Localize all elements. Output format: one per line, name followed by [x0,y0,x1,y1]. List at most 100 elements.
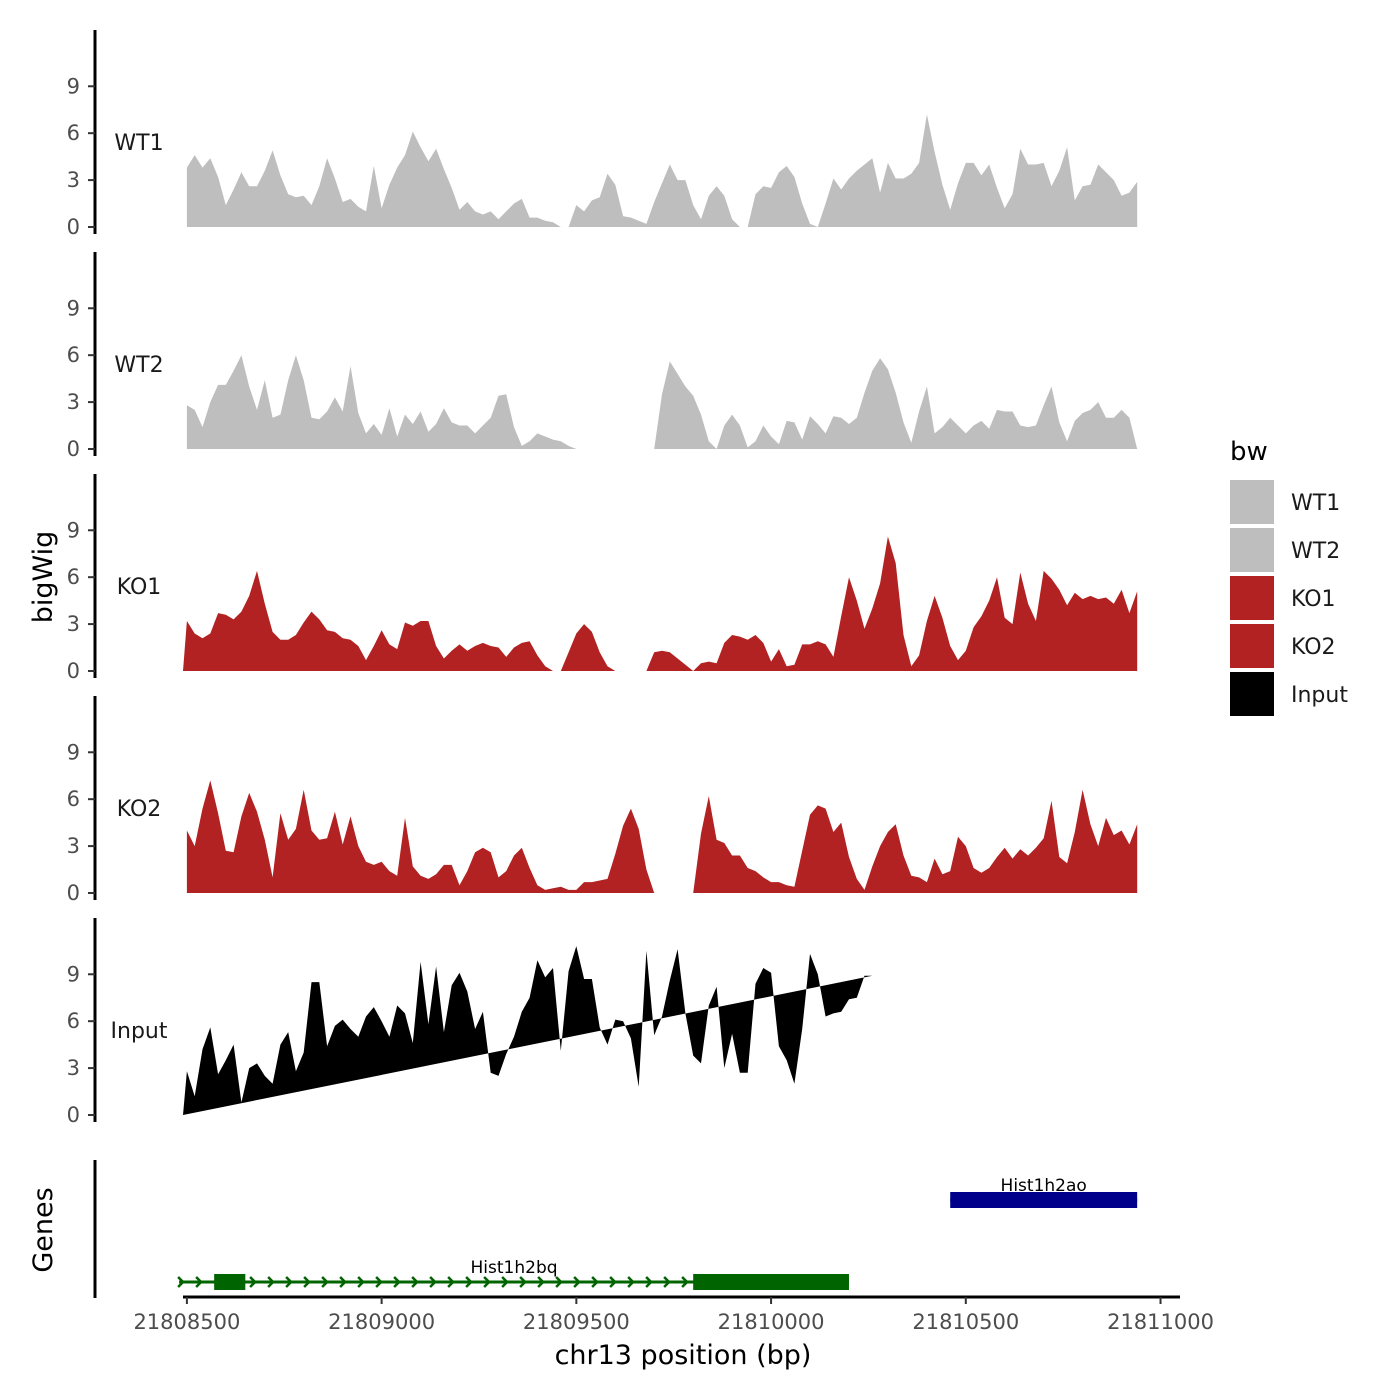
track-label: Input [111,1019,168,1044]
gene-panel: Hist1h2ao Hist1h2bq [93,1160,1138,1298]
y-axis-title: bigWig [28,531,59,624]
legend-item-wt2: WT2 [1230,528,1340,572]
gene-label: Hist1h2bq [471,1258,558,1278]
track-wt2: 0 3 6 9 WT2 [67,252,1138,461]
strand-chevron [681,1276,689,1288]
y-tick-label: 9 [67,740,80,764]
legend-swatch [1230,672,1274,716]
legend-label: KO2 [1291,635,1336,660]
strand-chevron [285,1276,293,1288]
legend-item-wt1: WT1 [1230,480,1340,524]
legend-label: WT2 [1291,539,1340,564]
y-tick-label: 9 [67,296,80,320]
strand-chevron [483,1276,491,1288]
legend-swatch [1230,528,1274,572]
genes-axis-title: Genes [28,1187,59,1272]
y-tick-label: 0 [67,659,80,683]
strand-chevron [627,1276,635,1288]
track-label: WT2 [114,353,163,378]
coverage-area [560,624,616,671]
x-tick-label: 21811000 [1107,1310,1214,1334]
strand-chevron [501,1276,509,1288]
y-tick-label: 3 [67,168,80,192]
y-tick-label: 6 [67,343,80,367]
legend-title: bw [1230,437,1268,467]
gene-exon [693,1274,849,1290]
legend-label: KO1 [1291,587,1336,612]
legend-label: WT1 [1291,491,1340,516]
coverage-area [186,131,561,227]
strand-chevron [375,1276,383,1288]
y-tick-label: 6 [67,787,80,811]
x-tick-label: 21810000 [718,1310,825,1334]
y-tick-label: 3 [67,834,80,858]
track-ko2: 0 3 6 9 KO2 [67,696,1138,905]
coverage-area [186,780,701,893]
legend-swatch [1230,624,1274,668]
y-tick-label: 0 [67,437,80,461]
strand-chevron [555,1276,563,1288]
y-tick-label: 0 [67,1103,80,1127]
x-tick-label: 21808500 [133,1310,240,1334]
coverage-area [186,355,577,449]
gene-exon [214,1274,246,1290]
strand-chevron [447,1276,455,1288]
legend-item-ko2: KO2 [1230,624,1336,668]
y-tick-label: 6 [67,121,80,145]
strand-chevron [663,1276,671,1288]
coverage-area [183,946,873,1115]
legend-item-ko1: KO1 [1230,576,1336,620]
gene-hist1h2bq: Hist1h2bq [177,1258,849,1290]
coverage-area [693,789,1138,893]
strand-chevron [249,1276,257,1288]
y-tick-label: 6 [67,1009,80,1033]
strand-chevron [411,1276,419,1288]
strand-chevron [645,1276,653,1288]
legend-label: Input [1291,683,1348,708]
strand-chevron [591,1276,599,1288]
legend-swatch [1230,576,1274,620]
y-tick-label: 0 [67,881,80,905]
strand-chevron [303,1276,311,1288]
x-axis-title: chr13 position (bp) [555,1340,812,1371]
y-tick-label: 3 [67,390,80,414]
gene-exon [950,1192,1138,1208]
strand-chevron [357,1276,365,1288]
y-tick-label: 6 [67,565,80,589]
x-tick-label: 21809500 [523,1310,630,1334]
strand-chevron [195,1276,203,1288]
strand-chevron [573,1276,581,1288]
coverage-area [568,114,1138,227]
track-ko1: 0 3 6 9 KO1 [67,474,1138,683]
strand-chevron [321,1276,329,1288]
bigwig-tracks: 0 3 6 9 WT1 0 3 6 9 WT2 0 3 6 9 KO1 0 3 6 9 KO2 0 3 6 9 Input [67,30,1138,1127]
y-tick-label: 9 [67,74,80,98]
gene-label: Hist1h2ao [1001,1176,1087,1196]
legend: WT1 WT2 KO1 KO2 Input [1230,480,1348,716]
gene-hist1h2ao: Hist1h2ao [950,1176,1138,1208]
legend-swatch [1230,480,1274,524]
y-tick-label: 3 [67,1056,80,1080]
strand-chevron [519,1276,527,1288]
y-tick-label: 3 [67,612,80,636]
y-tick-label: 9 [67,518,80,542]
coverage-area [654,358,1138,449]
track-label: KO2 [117,797,162,822]
strand-chevron [177,1276,185,1288]
coverage-area [183,570,553,671]
x-tick-label: 21809000 [328,1310,435,1334]
strand-chevron [429,1276,437,1288]
track-input: 0 3 6 9 Input [67,918,873,1127]
legend-item-input: Input [1230,672,1348,716]
track-label: KO1 [117,575,162,600]
strand-chevron [465,1276,473,1288]
strand-chevron [537,1276,545,1288]
strand-chevron [339,1276,347,1288]
coverage-area [646,536,1138,671]
strand-chevron [267,1276,275,1288]
y-tick-label: 0 [67,215,80,239]
x-tick-label: 21810500 [912,1310,1019,1334]
track-wt1: 0 3 6 9 WT1 [67,30,1138,239]
strand-chevron [393,1276,401,1288]
